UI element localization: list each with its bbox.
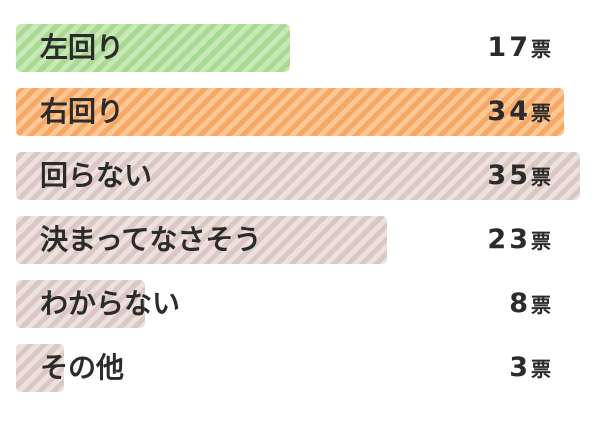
category-label: 左回り bbox=[40, 31, 125, 64]
bar-row: わからない 8票 bbox=[16, 280, 581, 328]
bar bbox=[16, 280, 145, 328]
value-number: 17 bbox=[487, 32, 531, 63]
category-label: その他 bbox=[40, 351, 125, 384]
value-unit: 票 bbox=[531, 101, 551, 125]
bar-row: 決まってなさそう 23票 bbox=[16, 216, 581, 264]
bar bbox=[16, 88, 564, 136]
value-number: 8 bbox=[509, 288, 531, 319]
value-unit: 票 bbox=[531, 229, 551, 253]
bar-row: 回らない 35票 bbox=[16, 152, 581, 200]
value-number: 3 bbox=[509, 352, 531, 383]
value-unit: 票 bbox=[531, 165, 551, 189]
value-label: 3票 bbox=[509, 344, 551, 392]
value-number: 34 bbox=[487, 96, 531, 127]
value-number: 23 bbox=[487, 224, 531, 255]
value-label: 35票 bbox=[487, 152, 551, 200]
bar bbox=[16, 152, 580, 200]
category-label: 決まってなさそう bbox=[40, 223, 262, 256]
value-number: 35 bbox=[487, 160, 531, 191]
value-unit: 票 bbox=[531, 37, 551, 61]
value-unit: 票 bbox=[531, 357, 551, 381]
category-label: 右回り bbox=[40, 95, 125, 128]
bar-row: 右回り 34票 bbox=[16, 88, 581, 136]
value-label: 34票 bbox=[487, 88, 551, 136]
value-label: 17票 bbox=[487, 24, 551, 72]
bar bbox=[16, 216, 387, 264]
bar bbox=[16, 344, 64, 392]
bar-row: その他 3票 bbox=[16, 344, 581, 392]
value-label: 8票 bbox=[509, 280, 551, 328]
bar-row: 左回り 17票 bbox=[16, 24, 581, 72]
bar bbox=[16, 24, 290, 72]
value-unit: 票 bbox=[531, 293, 551, 317]
category-label: わからない bbox=[40, 287, 181, 320]
category-label: 回らない bbox=[40, 159, 153, 192]
value-label: 23票 bbox=[487, 216, 551, 264]
